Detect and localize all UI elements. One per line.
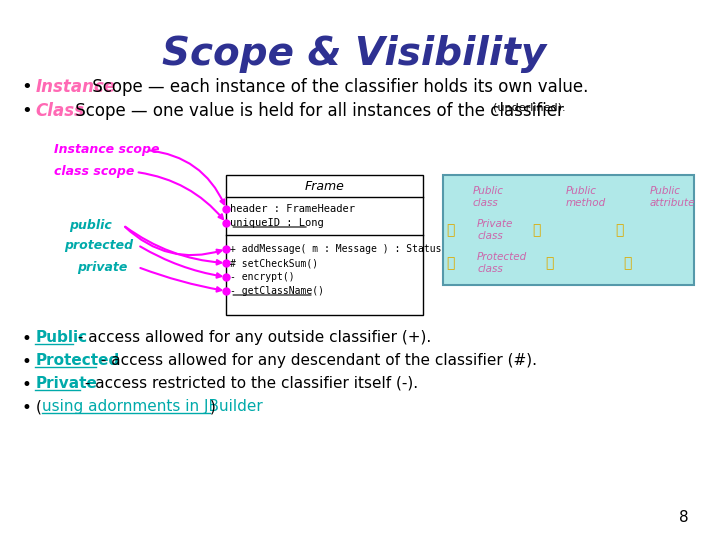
Text: # setCheckSum(): # setCheckSum() xyxy=(230,258,318,268)
Text: Private
class: Private class xyxy=(477,219,513,241)
FancyBboxPatch shape xyxy=(443,175,693,285)
Text: 🔒: 🔒 xyxy=(446,223,455,237)
Text: (: ( xyxy=(35,399,41,414)
Text: Protected: Protected xyxy=(35,353,120,368)
Text: •: • xyxy=(22,399,32,417)
Text: using adornments in JBuilder: using adornments in JBuilder xyxy=(42,399,263,414)
Text: (underlined).: (underlined). xyxy=(493,102,566,112)
Text: Public
attribute: Public attribute xyxy=(649,186,695,208)
Text: Class: Class xyxy=(35,102,84,120)
Text: - encrypt(): - encrypt() xyxy=(230,272,295,282)
Text: - getClassName(): - getClassName() xyxy=(230,286,324,296)
Text: class scope: class scope xyxy=(54,165,135,179)
Text: ): ) xyxy=(210,399,215,414)
Text: header : FrameHeader: header : FrameHeader xyxy=(230,204,355,214)
Text: - access allowed for any descendant of the classifier (#).: - access allowed for any descendant of t… xyxy=(96,353,537,368)
Text: 🔑: 🔑 xyxy=(624,256,632,270)
Text: •: • xyxy=(22,78,32,96)
Text: Scope & Visibility: Scope & Visibility xyxy=(162,35,546,73)
Text: Public
class: Public class xyxy=(472,186,503,208)
Text: protected: protected xyxy=(64,239,133,252)
Text: 8: 8 xyxy=(679,510,689,525)
Text: •: • xyxy=(22,102,32,120)
Text: uniqueID : Long: uniqueID : Long xyxy=(230,218,324,228)
Text: Public
method: Public method xyxy=(566,186,606,208)
FancyBboxPatch shape xyxy=(226,175,423,315)
Text: 🔑: 🔑 xyxy=(545,256,553,270)
Text: Private: Private xyxy=(35,376,97,391)
Text: private: private xyxy=(77,260,127,273)
Text: Public: Public xyxy=(35,330,88,345)
Text: public: public xyxy=(69,219,112,232)
Text: 🔑: 🔑 xyxy=(446,256,455,270)
Text: Scope — one value is held for all instances of the classifier: Scope — one value is held for all instan… xyxy=(70,102,569,120)
Text: •: • xyxy=(22,330,32,348)
Text: Scope — each instance of the classifier holds its own value.: Scope — each instance of the classifier … xyxy=(86,78,588,96)
Text: - access restricted to the classifier itself (-).: - access restricted to the classifier it… xyxy=(80,376,418,391)
Text: •: • xyxy=(22,376,32,394)
Text: + addMessage( m : Message ) : Status: + addMessage( m : Message ) : Status xyxy=(230,244,442,254)
Text: 🔒: 🔒 xyxy=(616,223,624,237)
Text: - access allowed for any outside classifier (+).: - access allowed for any outside classif… xyxy=(73,330,431,345)
Text: 🔒: 🔒 xyxy=(532,223,541,237)
Text: Protected
class: Protected class xyxy=(477,252,528,274)
Text: Instance: Instance xyxy=(35,78,115,96)
Text: Instance scope: Instance scope xyxy=(54,144,160,157)
Text: Frame: Frame xyxy=(305,179,345,192)
Text: •: • xyxy=(22,353,32,371)
